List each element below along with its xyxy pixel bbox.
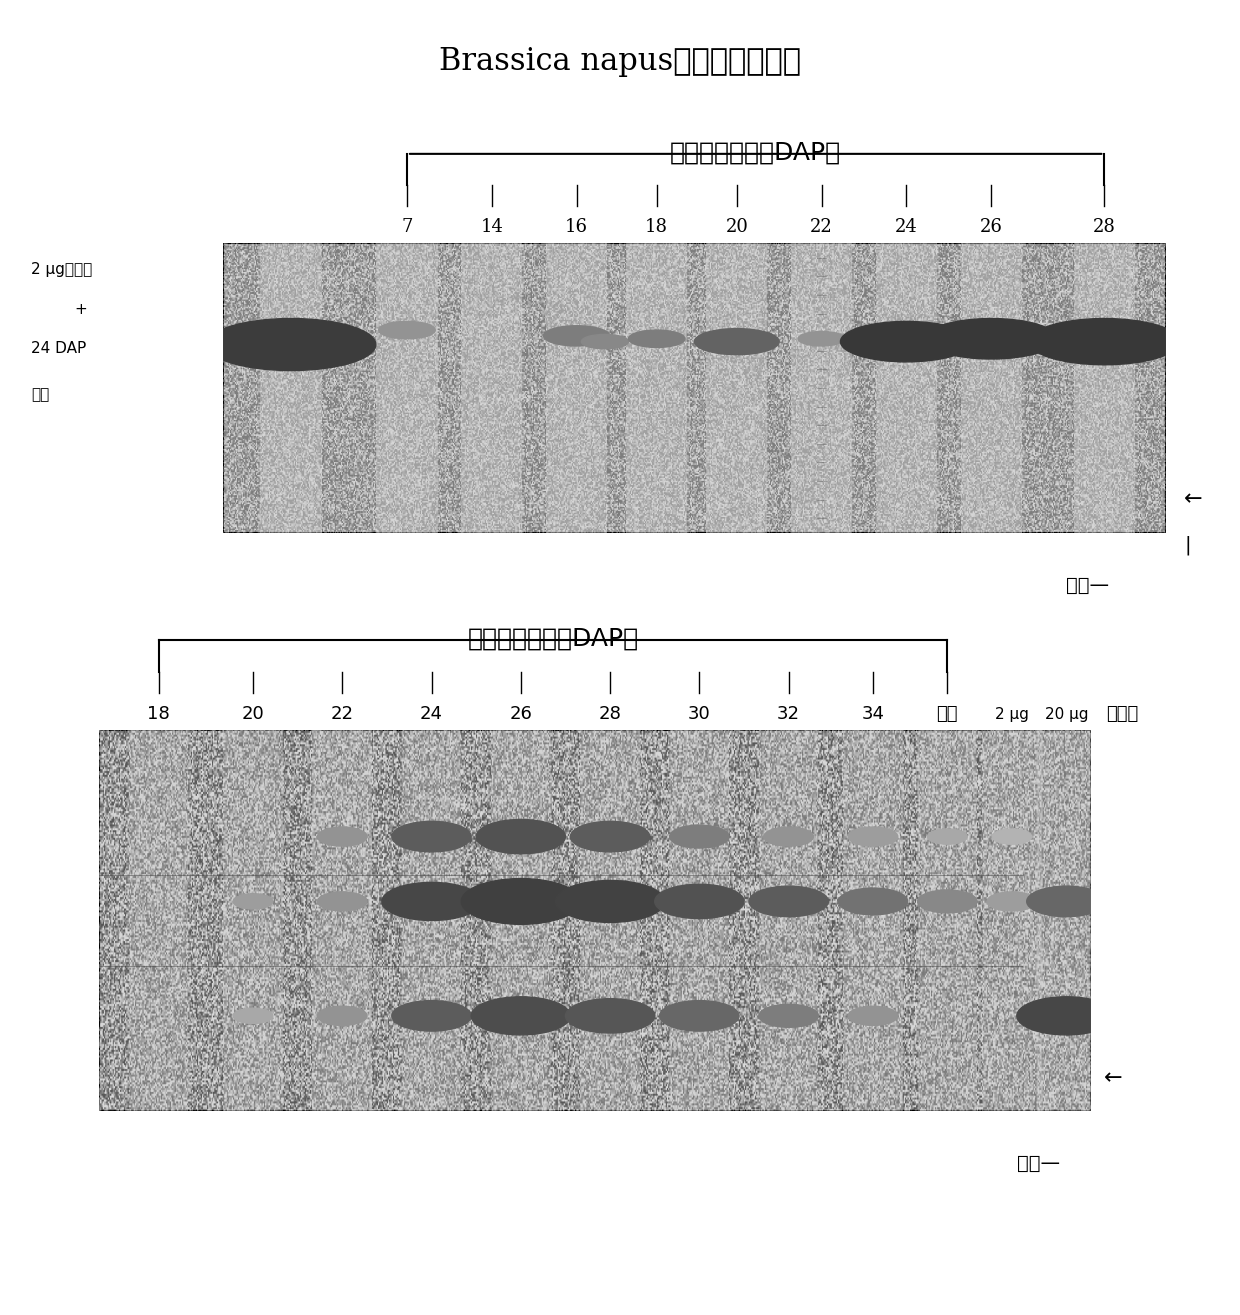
Circle shape (233, 1009, 273, 1023)
Text: 24: 24 (420, 705, 443, 723)
Bar (260, 243, 321, 533)
Circle shape (848, 1006, 898, 1026)
Circle shape (206, 318, 376, 371)
Circle shape (764, 827, 813, 846)
Circle shape (543, 326, 610, 346)
Circle shape (670, 826, 729, 848)
Circle shape (1017, 997, 1116, 1035)
Text: 14: 14 (480, 218, 503, 237)
Bar (580, 730, 640, 1111)
Text: 24: 24 (895, 218, 918, 237)
Bar (223, 730, 283, 1111)
Bar (491, 730, 551, 1111)
Text: 原点—: 原点— (1017, 1155, 1060, 1173)
Text: 16: 16 (565, 218, 588, 237)
Text: 32: 32 (777, 705, 800, 723)
Circle shape (378, 321, 435, 339)
Circle shape (392, 822, 471, 852)
Bar (546, 243, 608, 533)
Circle shape (317, 827, 367, 846)
Text: 20: 20 (242, 705, 264, 723)
Text: 22: 22 (810, 218, 833, 237)
Text: 28: 28 (599, 705, 621, 723)
Bar (961, 243, 1022, 533)
Circle shape (749, 886, 828, 917)
Text: +: + (74, 301, 87, 317)
Text: 28: 28 (1092, 218, 1116, 237)
Circle shape (382, 882, 481, 920)
Circle shape (570, 822, 650, 852)
Bar (626, 243, 687, 533)
Circle shape (987, 892, 1037, 911)
Circle shape (918, 890, 977, 913)
Text: ←: ← (1184, 489, 1203, 510)
Circle shape (841, 321, 972, 362)
Bar (982, 730, 1042, 1111)
Bar (918, 730, 977, 1111)
Text: 26: 26 (510, 705, 532, 723)
Circle shape (759, 1005, 818, 1027)
Text: Brassica napus种子中的芥子碱: Brassica napus种子中的芥子碱 (439, 46, 801, 78)
Text: 18: 18 (645, 218, 668, 237)
Bar (791, 243, 852, 533)
Circle shape (928, 828, 967, 844)
Text: 原点—: 原点— (1066, 576, 1110, 594)
Circle shape (582, 334, 629, 348)
Text: 传粉后的天数（DAP）: 传粉后的天数（DAP） (467, 627, 639, 651)
Text: 成熟: 成熟 (936, 705, 959, 723)
Circle shape (556, 881, 665, 922)
Text: 2 μg: 2 μg (994, 706, 1029, 722)
Circle shape (392, 1001, 471, 1031)
Circle shape (565, 998, 655, 1034)
Text: ←: ← (1104, 1068, 1122, 1089)
Circle shape (317, 892, 367, 911)
Circle shape (476, 819, 565, 853)
Text: 20: 20 (725, 218, 748, 237)
Bar (759, 730, 818, 1111)
Circle shape (629, 330, 684, 347)
Text: 样品: 样品 (31, 387, 50, 402)
Text: |: | (1184, 537, 1190, 555)
Circle shape (1029, 318, 1179, 364)
Text: 26: 26 (980, 218, 1003, 237)
Bar (707, 243, 768, 533)
Circle shape (992, 828, 1032, 844)
Circle shape (799, 331, 846, 346)
Circle shape (925, 318, 1058, 359)
Text: 22: 22 (331, 705, 353, 723)
Text: 2 μg芥子碱: 2 μg芥子碱 (31, 262, 92, 277)
Circle shape (655, 884, 744, 919)
Circle shape (233, 894, 273, 909)
Circle shape (694, 329, 779, 355)
Circle shape (848, 827, 898, 846)
Bar (377, 243, 438, 533)
Text: 30: 30 (688, 705, 711, 723)
Text: 34: 34 (862, 705, 884, 723)
Bar (843, 730, 903, 1111)
Text: 7: 7 (402, 218, 413, 237)
Bar (875, 243, 937, 533)
Bar (312, 730, 372, 1111)
Bar (1074, 243, 1135, 533)
Circle shape (1027, 886, 1106, 917)
Circle shape (660, 1001, 739, 1031)
Circle shape (838, 888, 908, 915)
Bar (129, 730, 188, 1111)
Circle shape (317, 1006, 367, 1026)
Bar (461, 243, 522, 533)
Bar (1037, 730, 1096, 1111)
Text: 芥子碱: 芥子碱 (1106, 705, 1138, 723)
Circle shape (471, 997, 570, 1035)
Circle shape (461, 878, 580, 924)
Text: 24 DAP: 24 DAP (31, 341, 87, 356)
Bar (402, 730, 461, 1111)
Text: 20 μg: 20 μg (1044, 706, 1089, 722)
Bar (670, 730, 729, 1111)
Text: 传粉后的天数（DAP）: 传粉后的天数（DAP） (670, 141, 841, 164)
Text: 18: 18 (148, 705, 170, 723)
